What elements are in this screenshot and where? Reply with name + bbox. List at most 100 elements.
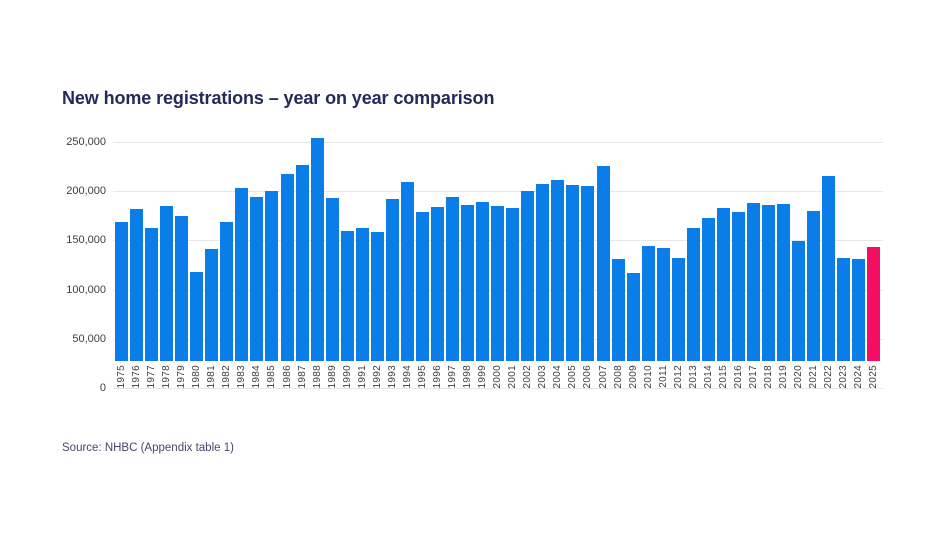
x-tick-label: 1993 bbox=[386, 364, 398, 388]
bar-holder bbox=[611, 115, 625, 361]
bar-column: 2007 bbox=[596, 115, 610, 388]
bar-holder bbox=[130, 115, 144, 361]
x-tick-label: 2022 bbox=[823, 364, 835, 388]
x-tick-label: 1981 bbox=[206, 364, 218, 388]
x-tick-label: 1978 bbox=[161, 364, 173, 388]
bar-holder bbox=[536, 115, 550, 361]
bar-column: 1982 bbox=[220, 115, 234, 388]
bar-holder bbox=[265, 115, 279, 361]
bar-holder bbox=[310, 115, 324, 361]
bar bbox=[536, 184, 550, 361]
bar bbox=[731, 211, 745, 361]
bar-holder bbox=[355, 115, 369, 361]
bar-column: 2001 bbox=[506, 115, 520, 388]
x-tick-label: 2025 bbox=[868, 364, 880, 388]
bar-column: 2004 bbox=[551, 115, 565, 388]
bar-holder bbox=[686, 115, 700, 361]
bar bbox=[205, 249, 219, 361]
bar-holder bbox=[852, 115, 866, 361]
bar bbox=[190, 271, 204, 361]
x-tick-label: 2007 bbox=[597, 364, 609, 388]
bar-holder bbox=[385, 115, 399, 361]
y-tick-label: 0 bbox=[99, 382, 106, 394]
bar-holder bbox=[370, 115, 384, 361]
bar bbox=[430, 207, 444, 361]
bar bbox=[611, 259, 625, 361]
bar-holder bbox=[115, 115, 128, 361]
x-tick-label: 2014 bbox=[702, 364, 714, 388]
bar-holder bbox=[235, 115, 249, 361]
x-tick-label: 2017 bbox=[747, 364, 759, 388]
y-tick-label: 150,000 bbox=[66, 234, 106, 246]
bar-column: 1979 bbox=[175, 115, 189, 388]
x-tick-label: 2010 bbox=[642, 364, 654, 388]
x-tick-label: 1992 bbox=[371, 364, 383, 388]
bar bbox=[807, 210, 821, 361]
bar bbox=[265, 191, 279, 361]
bar-column: 1981 bbox=[205, 115, 219, 388]
bar-column: 1976 bbox=[130, 115, 144, 388]
bar-column: 1977 bbox=[145, 115, 159, 388]
x-tick-label: 2016 bbox=[732, 364, 744, 388]
bar bbox=[716, 208, 730, 361]
bar bbox=[175, 215, 189, 361]
bar-column: 1992 bbox=[370, 115, 384, 388]
x-tick-label: 1987 bbox=[296, 364, 308, 388]
bar bbox=[235, 188, 249, 361]
bar bbox=[551, 180, 565, 361]
bar-column: 2014 bbox=[701, 115, 715, 388]
bar-holder bbox=[792, 115, 806, 361]
bar bbox=[220, 221, 234, 361]
x-tick-label: 2021 bbox=[808, 364, 820, 388]
y-tick-label: 200,000 bbox=[66, 185, 106, 197]
x-tick-label: 2009 bbox=[627, 364, 639, 388]
x-tick-label: 1986 bbox=[281, 364, 293, 388]
bar bbox=[340, 230, 354, 361]
bar-holder bbox=[160, 115, 174, 361]
x-tick-label: 2004 bbox=[552, 364, 564, 388]
bar-column: 1983 bbox=[235, 115, 249, 388]
bar bbox=[581, 186, 595, 361]
bar-column: 1997 bbox=[446, 115, 460, 388]
bar bbox=[746, 203, 760, 361]
bar-column: 2025 bbox=[867, 115, 881, 388]
bar-holder bbox=[551, 115, 565, 361]
bar-column: 1998 bbox=[461, 115, 475, 388]
bar-holder bbox=[325, 115, 339, 361]
bar-column: 1975 bbox=[115, 115, 128, 388]
x-tick-label: 2001 bbox=[507, 364, 519, 388]
bar-holder bbox=[145, 115, 159, 361]
bar-columns: 1975 1976 1977 1978 1979 1980 1981 1982 1983 1984… bbox=[113, 138, 883, 388]
y-axis-labels: 250,000 200,000 150,000 100,000 50,000 0 bbox=[40, 136, 106, 394]
bar-column: 2015 bbox=[716, 115, 730, 388]
bar bbox=[325, 198, 339, 361]
bar-column: 2005 bbox=[566, 115, 580, 388]
chart-title: New home registrations – year on year co… bbox=[62, 88, 495, 108]
bar-holder bbox=[837, 115, 851, 361]
bar-column: 1980 bbox=[190, 115, 204, 388]
bar-holder bbox=[205, 115, 219, 361]
bar-holder bbox=[596, 115, 610, 361]
bar-holder bbox=[476, 115, 490, 361]
bar bbox=[160, 206, 174, 361]
bar bbox=[385, 199, 399, 361]
x-tick-label: 1989 bbox=[326, 364, 338, 388]
x-tick-label: 1988 bbox=[311, 364, 323, 388]
bar-column: 1978 bbox=[160, 115, 174, 388]
bar bbox=[280, 173, 294, 361]
y-tick-label: 100,000 bbox=[66, 284, 106, 296]
bar-holder bbox=[446, 115, 460, 361]
x-tick-label: 1984 bbox=[251, 364, 263, 388]
bar-column: 1990 bbox=[340, 115, 354, 388]
bar-holder bbox=[626, 115, 640, 361]
bar-holder bbox=[581, 115, 595, 361]
bar bbox=[370, 231, 384, 361]
bar-holder bbox=[175, 115, 189, 361]
bar-holder bbox=[777, 115, 791, 361]
x-tick-label: 1976 bbox=[131, 364, 143, 388]
y-tick-label: 50,000 bbox=[72, 333, 106, 345]
bar-column: 2008 bbox=[611, 115, 625, 388]
bar-column: 2018 bbox=[762, 115, 776, 388]
bar bbox=[461, 205, 475, 361]
x-tick-label: 1990 bbox=[341, 364, 353, 388]
